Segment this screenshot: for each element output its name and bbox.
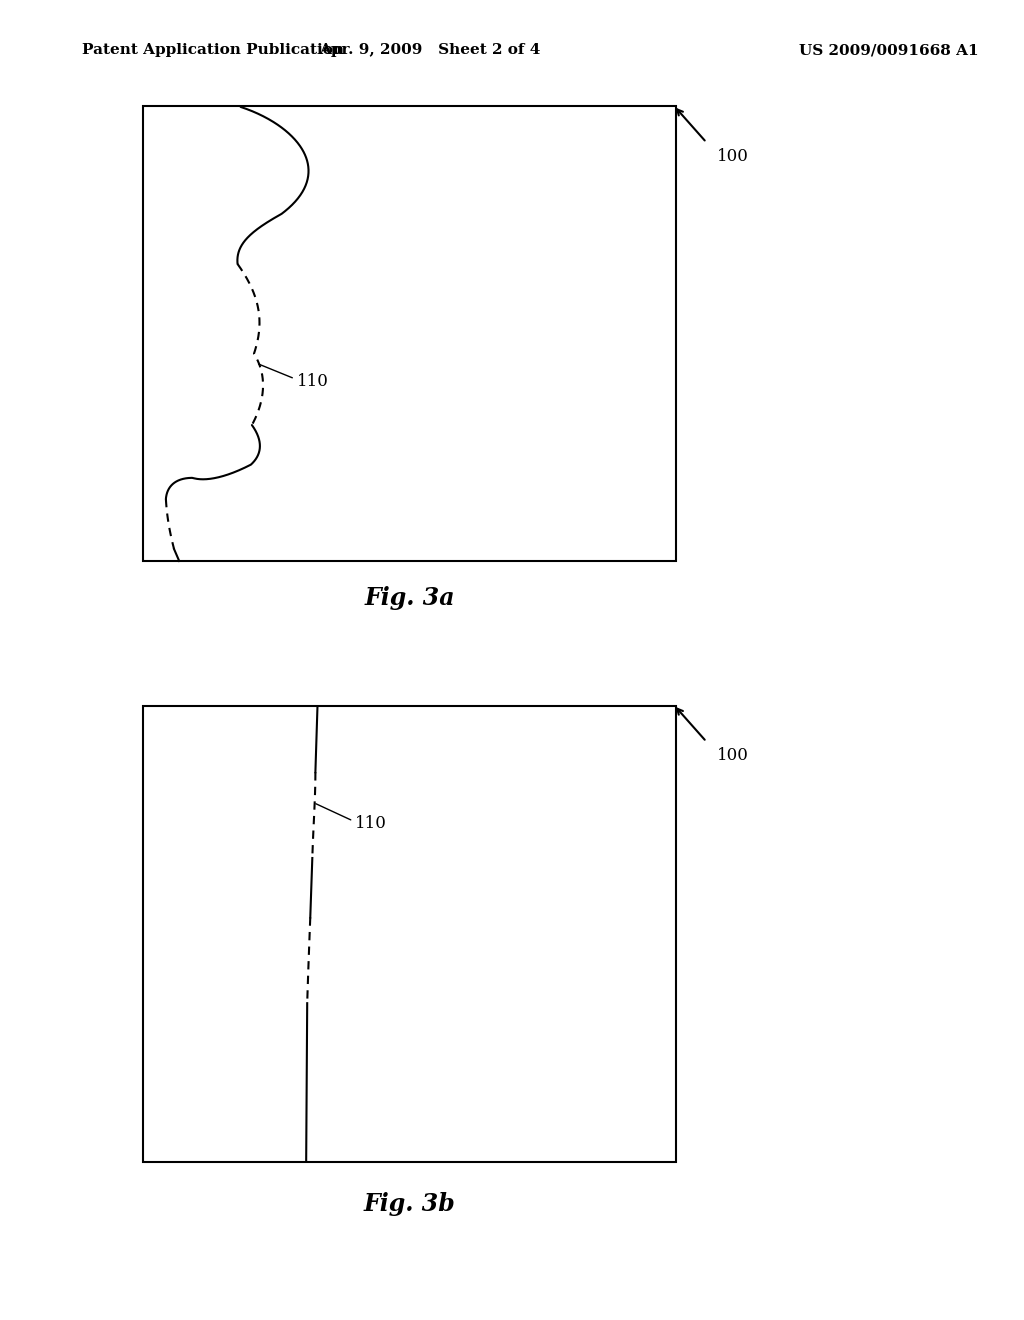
- Text: Fig. 3b: Fig. 3b: [364, 1192, 456, 1216]
- Text: 100: 100: [717, 148, 749, 165]
- FancyBboxPatch shape: [143, 706, 676, 1162]
- Text: Apr. 9, 2009   Sheet 2 of 4: Apr. 9, 2009 Sheet 2 of 4: [319, 44, 541, 57]
- Text: Patent Application Publication: Patent Application Publication: [82, 44, 344, 57]
- Text: 110: 110: [297, 374, 329, 389]
- Text: 100: 100: [717, 747, 749, 764]
- FancyBboxPatch shape: [143, 106, 676, 561]
- Text: Fig. 3a: Fig. 3a: [365, 586, 455, 610]
- Text: US 2009/0091668 A1: US 2009/0091668 A1: [799, 44, 978, 57]
- Text: 110: 110: [355, 816, 387, 832]
